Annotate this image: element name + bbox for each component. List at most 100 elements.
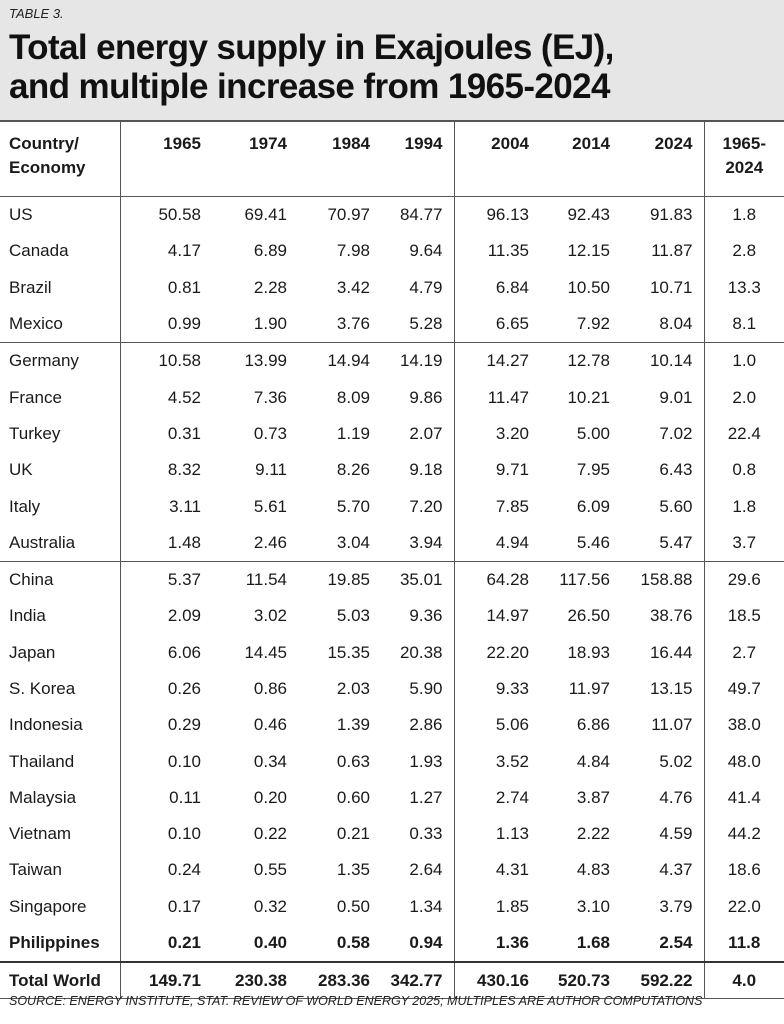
country-cell: Philippines	[9, 933, 100, 953]
value-cell: 4.31	[453, 852, 540, 889]
value-cell: 5.06	[453, 707, 540, 744]
value-cell: 7.85	[453, 488, 540, 525]
value-cell: 0.86	[253, 679, 287, 698]
value-cell: 11.07	[651, 715, 693, 735]
column-header-country-line-1: Country/	[9, 134, 79, 153]
column-header-multiple: 1965- 2024	[703, 120, 784, 197]
value-cell: 0.99	[119, 305, 212, 343]
value-cell: 7.02	[659, 423, 693, 443]
value-cell: 10.58	[119, 342, 212, 380]
value-cell: 35.01	[381, 560, 454, 599]
value-cell: 64.28	[453, 560, 540, 599]
value-cell: 9.18	[409, 460, 443, 480]
energy-supply-table: Country/ Economy 1965 1974 1984 1994 200…	[0, 120, 784, 1000]
value-cell: 3.52	[453, 743, 540, 780]
value-cell: 2.64	[409, 860, 443, 880]
value-cell: 69.41	[212, 196, 298, 234]
column-header-year: 2014	[540, 120, 621, 197]
value-cell: 2.54	[659, 933, 693, 953]
value-cell: 1.48	[119, 524, 212, 562]
value-cell: 7.92	[576, 314, 610, 334]
table-row: Taiwan 0.24 0.55 1.35 2.64 4.31 4.83 4.37 18.6	[0, 852, 784, 889]
value-cell: 8.26	[336, 460, 370, 480]
value-cell: 12.15	[567, 241, 610, 261]
column-header-year: 1994	[381, 120, 454, 197]
column-header-country-line-2: Economy	[9, 158, 86, 177]
country-cell: India	[9, 606, 46, 626]
table-header: Country/ Economy 1965 1974 1984 1994 200…	[0, 120, 784, 197]
value-cell: 0.73	[253, 423, 287, 443]
value-cell: 3.79	[659, 896, 693, 916]
value-cell: 6.84	[453, 269, 540, 306]
value-cell: 14.94	[298, 342, 381, 380]
value-cell: 2.46	[253, 532, 287, 552]
value-cell: 0.34	[253, 751, 287, 771]
country-cell: Mexico	[9, 314, 63, 334]
value-cell: 0.29	[119, 707, 212, 744]
value-cell: 3.04	[336, 532, 370, 552]
multiple-cell: 18.5	[703, 598, 784, 635]
value-cell: 5.61	[253, 496, 287, 516]
value-cell: 6.86	[576, 715, 610, 735]
value-cell: 11.97	[568, 679, 610, 698]
country-cell: S. Korea	[9, 679, 76, 698]
table-title-line-1: Total energy supply in Exajoules (EJ),	[9, 28, 614, 67]
value-cell: 14.19	[381, 342, 454, 380]
value-cell: 0.26	[119, 670, 212, 708]
value-cell: 1.93	[409, 751, 443, 771]
value-cell: 5.37	[119, 560, 212, 599]
multiple-cell: 22.4	[703, 415, 784, 453]
value-cell: 7.98	[336, 241, 370, 261]
value-cell: 10.71	[649, 277, 693, 297]
value-cell: 5.02	[659, 751, 693, 771]
country-cell: Taiwan	[9, 860, 62, 880]
value-cell: 0.11	[119, 779, 212, 817]
table-row: Germany 10.58 13.99 14.94 14.19 14.27 12.78 10.…	[0, 342, 784, 380]
value-cell: 0.81	[119, 269, 212, 306]
value-cell: 4.94	[453, 524, 540, 562]
value-cell: 0.60	[336, 787, 370, 807]
column-header-multiple-line-1: 1965-	[722, 134, 766, 153]
value-cell: 7.95	[576, 460, 610, 480]
multiple-cell: 1.0	[703, 342, 784, 380]
value-cell: 0.21	[119, 924, 212, 963]
value-cell: 5.90	[409, 679, 443, 698]
value-cell: 19.85	[298, 560, 381, 599]
value-cell: 0.22	[253, 824, 287, 844]
value-cell: 26.50	[567, 606, 610, 626]
value-cell: 3.42	[336, 277, 370, 297]
value-cell: 20.38	[399, 642, 443, 662]
value-cell: 7.20	[409, 496, 443, 516]
value-cell: 0.50	[336, 896, 370, 916]
table-title-line-2: and multiple increase from 1965-2024	[9, 67, 611, 106]
value-cell: 4.79	[409, 277, 443, 297]
value-cell: 92.43	[540, 196, 621, 234]
value-cell: 1.90	[253, 314, 287, 334]
value-cell: 2.03	[336, 679, 370, 698]
value-cell: 8.09	[336, 387, 370, 407]
value-cell: 2.28	[253, 277, 287, 297]
value-cell: 4.17	[119, 233, 212, 270]
multiple-cell: 3.7	[703, 524, 784, 562]
column-header-year: 1984	[298, 120, 381, 197]
value-cell: 9.36	[409, 606, 443, 626]
value-cell: 6.65	[453, 305, 540, 343]
value-cell: 6.09	[576, 496, 610, 516]
value-cell: 3.10	[576, 896, 610, 916]
table-row: France 4.52 7.36 8.09 9.86 11.47 10.21 9.01 2.0	[0, 379, 784, 416]
table-row: Mexico 0.99 1.90 3.76 5.28 6.65 7.92 8.04 8.1	[0, 305, 784, 343]
value-cell: 13.99	[212, 342, 298, 380]
value-cell: 38.76	[649, 606, 693, 626]
value-cell: 15.35	[327, 642, 370, 662]
multiple-cell: 1.8	[703, 196, 784, 234]
value-cell: 10.14	[621, 342, 704, 380]
value-cell: 3.11	[119, 488, 212, 525]
value-cell: 430.16	[453, 961, 540, 1000]
value-cell: 0.10	[119, 743, 212, 780]
value-cell: 14.45	[244, 642, 287, 662]
multiple-cell: 8.1	[703, 305, 784, 343]
table-row: Thailand 0.10 0.34 0.63 1.93 3.52 4.84 5.02 48.0	[0, 743, 784, 780]
column-header-multiple-line-2: 2024	[725, 158, 764, 177]
value-cell: 1.34	[409, 896, 443, 916]
